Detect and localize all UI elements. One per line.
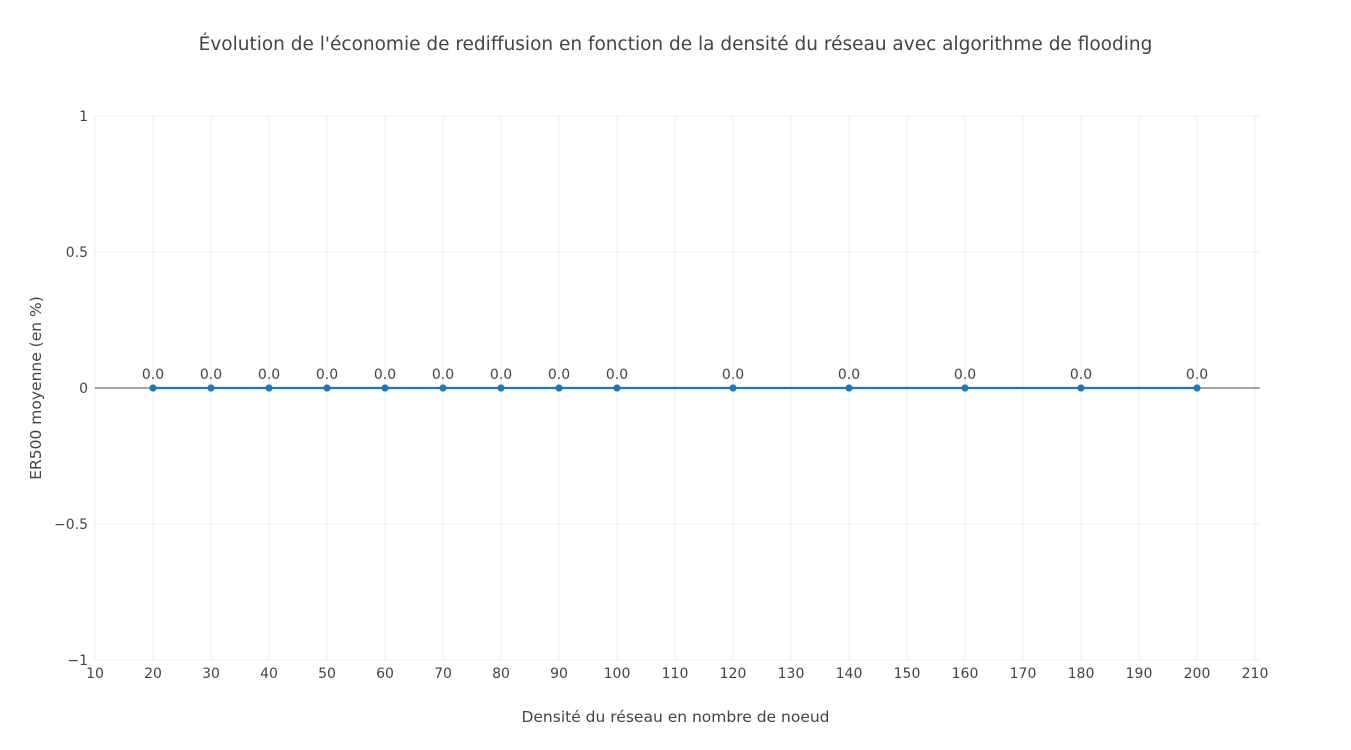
x-tick-label: 70 xyxy=(434,666,452,682)
chart-title: Évolution de l'économie de rediffusion e… xyxy=(198,34,1153,55)
data-point xyxy=(555,384,563,392)
data-label: 0.0 xyxy=(142,367,164,383)
y-tick-label: 0.5 xyxy=(66,245,88,261)
data-label: 0.0 xyxy=(548,367,570,383)
data-point xyxy=(497,384,505,392)
data-point xyxy=(961,384,969,392)
x-tick-label: 110 xyxy=(662,666,689,682)
x-tick-label: 200 xyxy=(1184,666,1211,682)
data-point xyxy=(729,384,737,392)
x-tick-label: 40 xyxy=(260,666,278,682)
data-label: 0.0 xyxy=(374,367,396,383)
data-label: 0.0 xyxy=(838,367,860,383)
data-label: 0.0 xyxy=(722,367,744,383)
x-tick-label: 90 xyxy=(550,666,568,682)
data-label: 0.0 xyxy=(954,367,976,383)
data-point xyxy=(149,384,157,392)
x-tick-label: 210 xyxy=(1242,666,1269,682)
data-point xyxy=(439,384,447,392)
x-tick-label: 80 xyxy=(492,666,510,682)
x-tick-label: 30 xyxy=(202,666,220,682)
data-label: 0.0 xyxy=(490,367,512,383)
y-tick-label: −0.5 xyxy=(54,517,88,533)
data-point xyxy=(845,384,853,392)
data-label: 0.0 xyxy=(258,367,280,383)
x-tick-label: 170 xyxy=(1010,666,1037,682)
data-point xyxy=(381,384,389,392)
data-label: 0.0 xyxy=(1070,367,1092,383)
data-point xyxy=(207,384,215,392)
x-tick-label: 120 xyxy=(720,666,747,682)
data-point xyxy=(323,384,331,392)
x-tick-label: 140 xyxy=(836,666,863,682)
x-axis-label: Densité du réseau en nombre de noeud xyxy=(521,708,830,726)
data-label: 0.0 xyxy=(1186,367,1208,383)
x-tick-label: 60 xyxy=(376,666,394,682)
data-label: 0.0 xyxy=(200,367,222,383)
x-tick-label: 180 xyxy=(1068,666,1095,682)
x-tick-label: 150 xyxy=(894,666,921,682)
data-point xyxy=(613,384,621,392)
x-tick-label: 10 xyxy=(86,666,104,682)
data-label: 0.0 xyxy=(606,367,628,383)
data-label: 0.0 xyxy=(432,367,454,383)
y-tick-label: 1 xyxy=(79,109,88,125)
data-point xyxy=(1077,384,1085,392)
x-tick-label: 20 xyxy=(144,666,162,682)
data-point xyxy=(265,384,273,392)
y-tick-label: −1 xyxy=(67,653,88,669)
x-tick-label: 50 xyxy=(318,666,336,682)
x-tick-label: 130 xyxy=(778,666,805,682)
y-axis-label: ER500 moyenne (en %) xyxy=(27,296,45,480)
x-tick-label: 100 xyxy=(604,666,631,682)
x-tick-label: 190 xyxy=(1126,666,1153,682)
x-tick-label: 160 xyxy=(952,666,979,682)
y-tick-label: 0 xyxy=(79,381,88,397)
data-point xyxy=(1193,384,1201,392)
data-label: 0.0 xyxy=(316,367,338,383)
